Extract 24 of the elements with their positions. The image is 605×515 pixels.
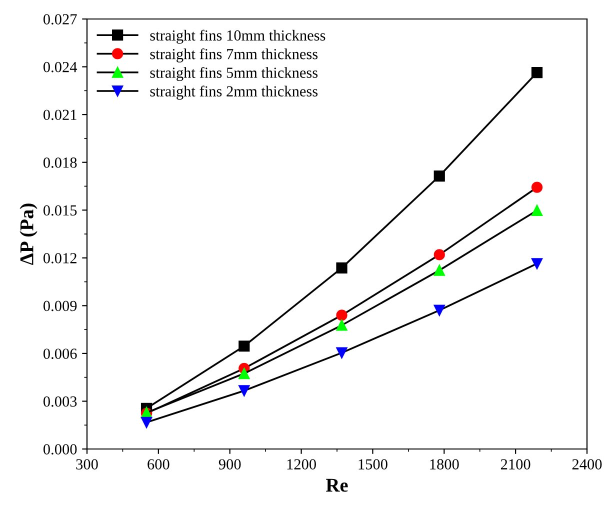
x-axis-title: Re — [326, 478, 348, 492]
legend-label: straight fins 7mm thickness — [150, 48, 318, 62]
y-axis-title: ΔP (Pa) — [20, 204, 38, 265]
y-tick-label: 0.009 — [43, 300, 77, 312]
y-tick-label: 0.012 — [43, 253, 76, 264]
y-tick-label: 0.021 — [43, 110, 76, 120]
y-tick-label: 0.006 — [43, 348, 77, 359]
x-tick-label: 900 — [218, 459, 241, 470]
legend-label: straight fins 2mm thickness — [150, 86, 318, 100]
y-tick-label: 0.015 — [43, 205, 77, 216]
legend-label: straight fins 5mm thickness — [150, 66, 318, 82]
x-tick-label: 600 — [148, 459, 170, 470]
x-tick-label: 2400 — [572, 459, 602, 470]
y-tick-label: 0.024 — [43, 62, 78, 72]
legend-label: straight fins 10mm thickness — [150, 30, 326, 44]
y-tick-label: 0.000 — [43, 444, 77, 455]
y-tick-label: 0.027 — [43, 14, 77, 25]
x-tick-label: 300 — [76, 459, 98, 470]
y-tick-label: 0.018 — [43, 157, 77, 168]
x-tick-label: 2100 — [500, 459, 530, 470]
x-tick-label: 1200 — [287, 459, 316, 470]
y-tick-label: 0.003 — [43, 396, 77, 407]
x-tick-label: 1500 — [358, 459, 388, 470]
x-tick-label: 1800 — [430, 459, 459, 470]
